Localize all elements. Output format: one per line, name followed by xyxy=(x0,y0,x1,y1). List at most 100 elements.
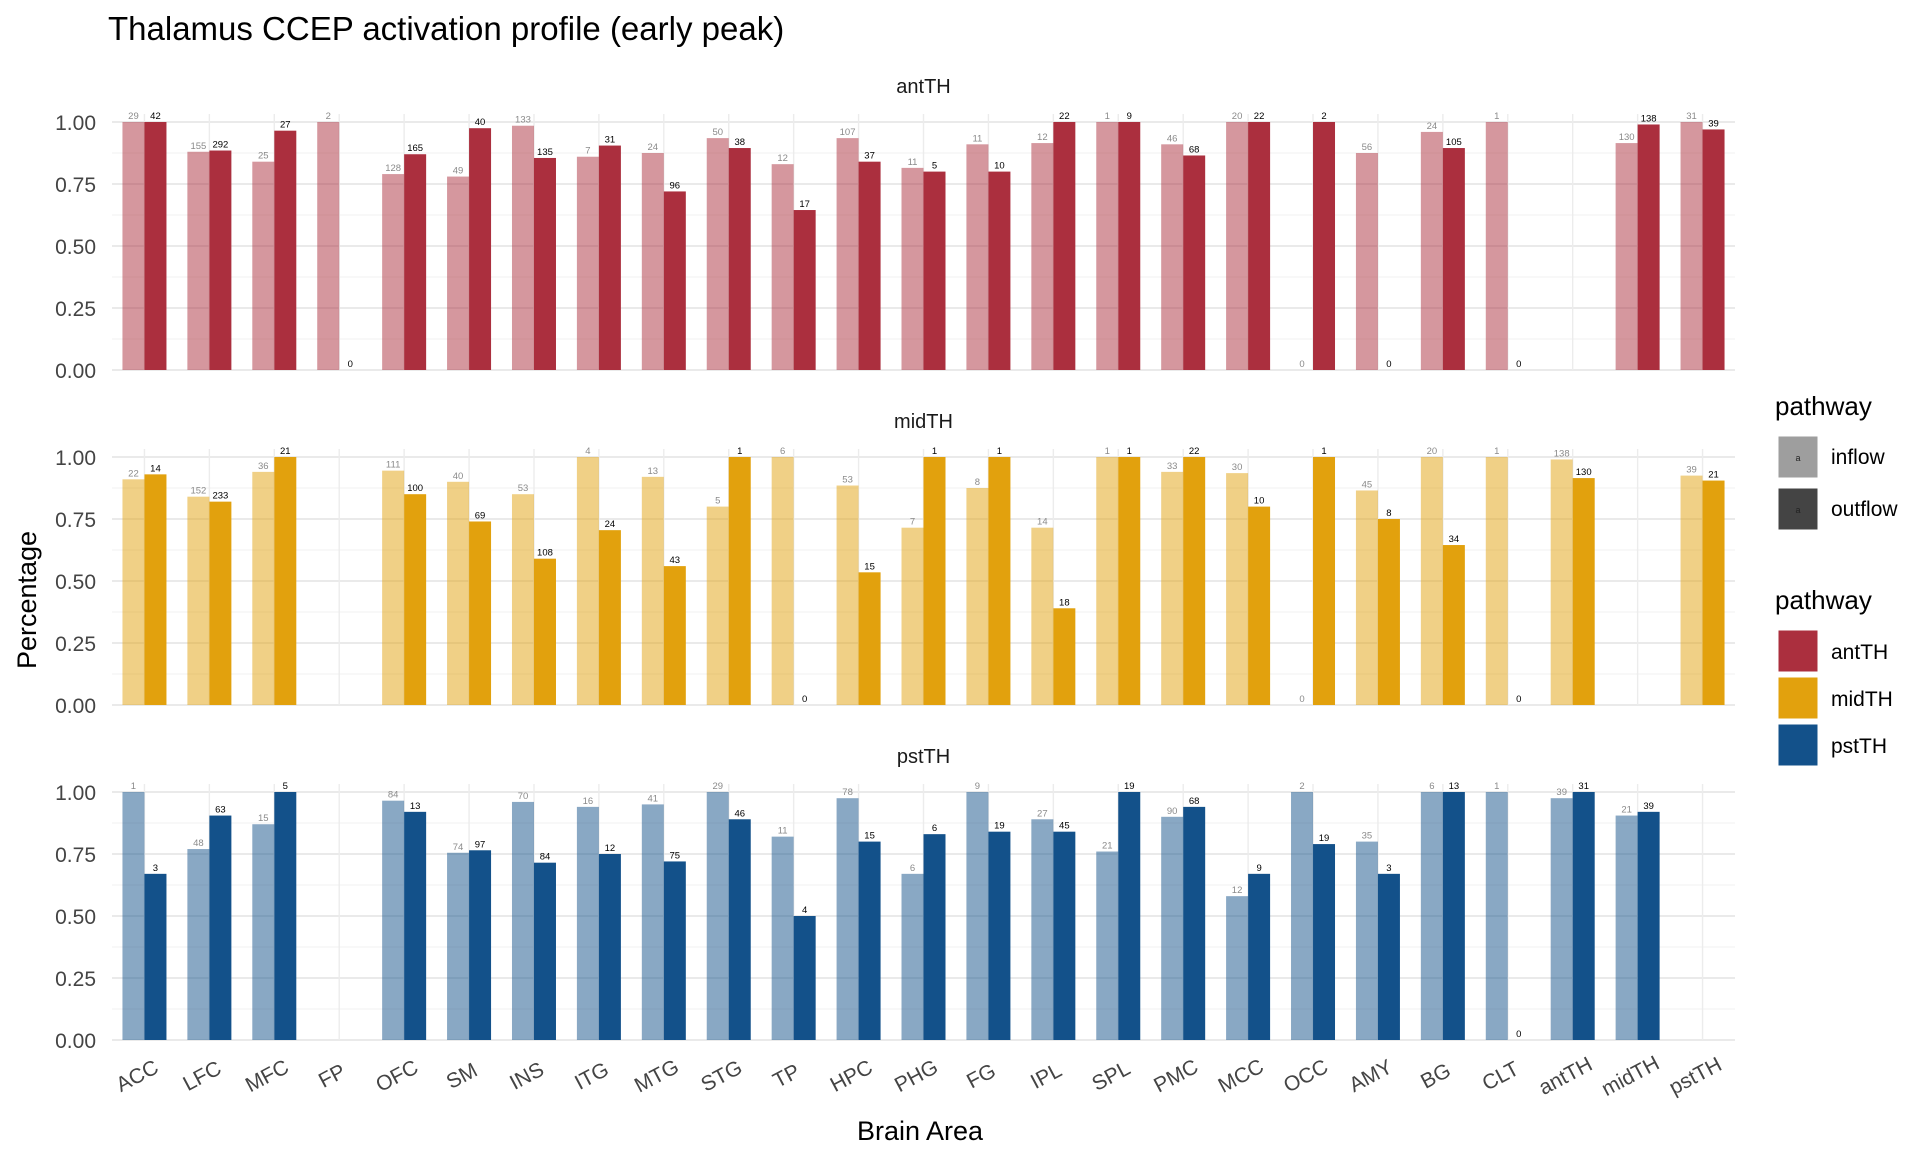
inflow-bar-ACC xyxy=(122,122,145,370)
y-tick-label: 0.00 xyxy=(55,695,96,718)
inflow-count-label: 39 xyxy=(1556,787,1567,798)
inflow-count-label: 0 xyxy=(1299,359,1304,370)
outflow-bar-STG xyxy=(728,148,751,370)
outflow-bar-LFC xyxy=(209,150,232,370)
y-tick-label: 0.50 xyxy=(55,236,96,259)
outflow-count-label: 24 xyxy=(605,519,616,530)
inflow-bar-MTG xyxy=(641,804,664,1040)
outflow-count-label: 0 xyxy=(348,359,353,370)
inflow-count-label: 35 xyxy=(1362,831,1373,842)
inflow-count-label: 138 xyxy=(1554,448,1570,459)
outflow-count-label: 0 xyxy=(1516,1029,1521,1040)
outflow-count-label: 233 xyxy=(212,491,228,502)
inflow-count-label: 1 xyxy=(131,781,136,792)
inflow-count-label: 39 xyxy=(1686,465,1697,476)
outflow-count-label: 9 xyxy=(1127,111,1132,122)
outflow-bar-HPC xyxy=(858,572,881,705)
x-tick-label: FP xyxy=(315,1060,349,1093)
y-tick-label: 0.00 xyxy=(55,1030,96,1053)
outflow-count-label: 96 xyxy=(670,180,681,191)
outflow-count-label: 38 xyxy=(734,137,745,148)
inflow-count-label: 12 xyxy=(1037,132,1048,143)
inflow-bar-INS xyxy=(511,801,534,1040)
outflow-bar-BG xyxy=(1442,545,1465,705)
x-tick-label: OCC xyxy=(1280,1055,1332,1097)
inflow-count-label: 111 xyxy=(386,460,400,471)
inflow-count-label: 30 xyxy=(1232,462,1243,473)
inflow-bar-STG xyxy=(706,506,729,705)
outflow-bar-MFC xyxy=(274,792,297,1040)
outflow-count-label: 105 xyxy=(1446,137,1462,148)
outflow-count-label: 13 xyxy=(410,801,421,812)
outflow-count-label: 8 xyxy=(1386,508,1391,519)
inflow-count-label: 6 xyxy=(910,863,915,874)
y-tick-label: 0.25 xyxy=(55,298,96,321)
inflow-count-label: 12 xyxy=(777,153,788,164)
inflow-count-label: 22 xyxy=(128,468,139,479)
inflow-bar-SPL xyxy=(1096,122,1119,370)
outflow-count-label: 1 xyxy=(932,446,937,457)
inflow-bar-PMC xyxy=(1161,471,1184,705)
inflow-count-label: 7 xyxy=(585,146,590,157)
inflow-bar-INS xyxy=(511,494,534,705)
x-tick-label: IPL xyxy=(1027,1059,1066,1094)
outflow-bar-LFC xyxy=(209,815,232,1040)
outflow-bar-midTH xyxy=(1637,124,1660,370)
inflow-count-label: 11 xyxy=(778,826,788,837)
legend-key-inflow xyxy=(1777,435,1819,479)
inflow-count-label: 40 xyxy=(453,471,464,482)
inflow-count-label: 5 xyxy=(715,496,720,507)
outflow-bar-INS xyxy=(533,558,556,705)
x-tick-label: PMC xyxy=(1150,1055,1202,1097)
outflow-count-label: 9 xyxy=(1256,863,1261,874)
outflow-count-label: 3 xyxy=(153,863,158,874)
inflow-count-label: 56 xyxy=(1362,142,1373,153)
inflow-count-label: 128 xyxy=(385,163,401,174)
outflow-count-label: 40 xyxy=(475,117,486,128)
inflow-count-label: 12 xyxy=(1232,885,1243,896)
outflow-bar-MTG xyxy=(663,566,686,705)
inflow-count-label: 13 xyxy=(648,466,659,477)
outflow-bar-IPL xyxy=(1053,122,1076,370)
outflow-bar-MCC xyxy=(1248,873,1271,1040)
outflow-count-label: 69 xyxy=(475,510,486,521)
inflow-bar-PMC xyxy=(1161,816,1184,1040)
outflow-count-label: 68 xyxy=(1189,144,1200,155)
x-axis-ticks: ACC LFC MFC FP OFC SM INS ITG MTG STG TP HPC PHG FG IP… xyxy=(112,1052,1725,1101)
outflow-bar-PMC xyxy=(1183,155,1206,370)
inflow-bar-SM xyxy=(447,852,470,1040)
y-tick-label: 0.75 xyxy=(55,844,96,867)
outflow-count-label: 68 xyxy=(1189,796,1200,807)
inflow-bar-LFC xyxy=(187,849,210,1040)
outflow-bar-PMC xyxy=(1183,806,1206,1040)
panel-title: midTH xyxy=(894,411,953,433)
inflow-bar-AMY xyxy=(1355,153,1378,370)
inflow-count-label: 90 xyxy=(1167,806,1178,817)
outflow-bar-IPL xyxy=(1053,831,1076,1040)
outflow-count-label: 1 xyxy=(737,446,742,457)
x-tick-label: SM xyxy=(443,1059,482,1094)
inflow-bar-OFC xyxy=(382,470,405,705)
inflow-bar-IPL xyxy=(1031,143,1054,370)
inflow-bar-FG xyxy=(966,792,989,1040)
inflow-count-label: 50 xyxy=(712,127,723,138)
outflow-count-label: 14 xyxy=(150,463,161,474)
inflow-bar-TP xyxy=(771,457,794,705)
outflow-bar-STG xyxy=(728,457,751,705)
inflow-bar-HPC xyxy=(836,138,859,370)
inflow-bar-ITG xyxy=(576,806,599,1040)
outflow-count-label: 3 xyxy=(1386,863,1391,874)
inflow-count-label: 84 xyxy=(388,790,399,801)
inflow-bar-IPL xyxy=(1031,819,1054,1040)
inflow-bar-SPL xyxy=(1096,457,1119,705)
outflow-count-label: 15 xyxy=(864,831,875,842)
inflow-bar-antTH xyxy=(1550,459,1573,705)
outflow-bar-INS xyxy=(533,862,556,1040)
legend-key-glyph: a xyxy=(1795,453,1800,463)
x-tick-label: INS xyxy=(506,1058,548,1095)
inflow-bar-SM xyxy=(447,481,470,705)
outflow-count-label: 31 xyxy=(1578,781,1589,792)
